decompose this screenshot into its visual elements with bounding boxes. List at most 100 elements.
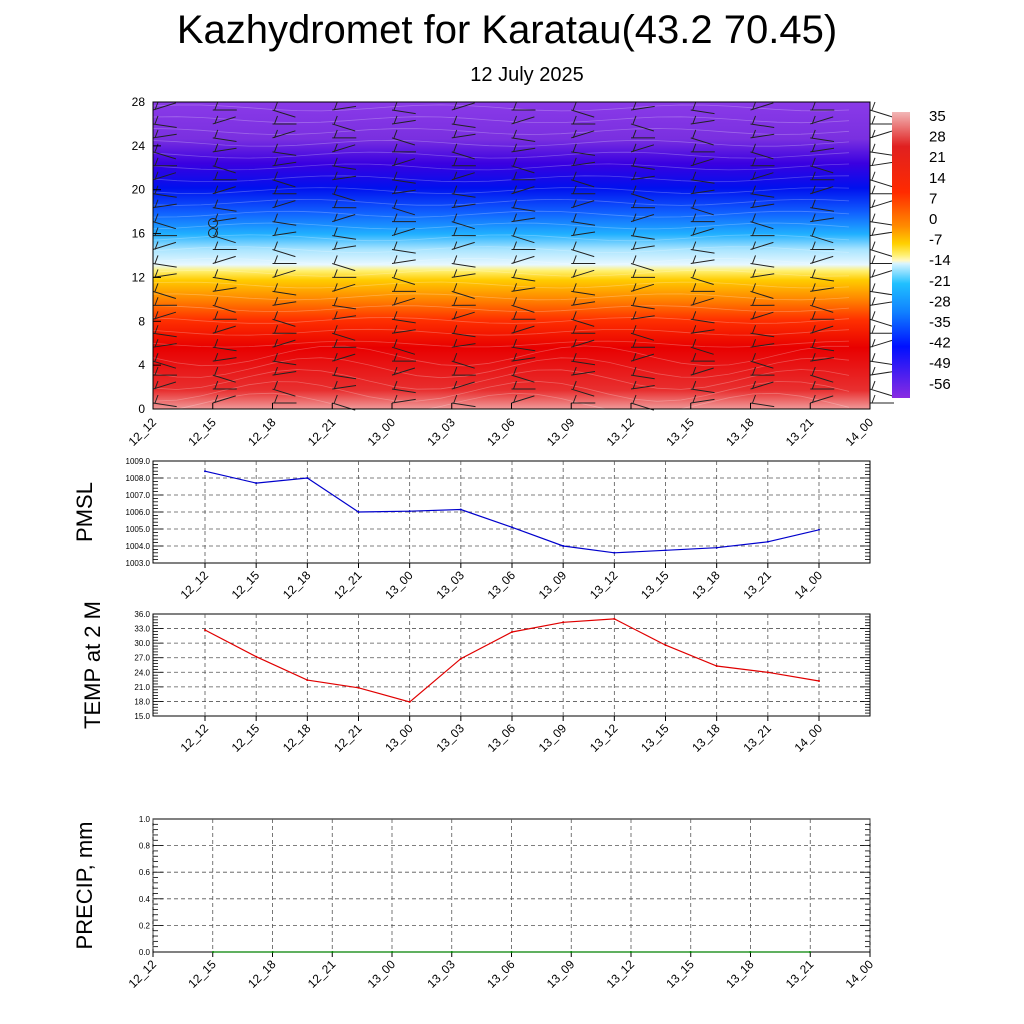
- heatmap-field: [153, 102, 870, 409]
- y-tick-label: 0.8: [139, 842, 151, 851]
- wind-barb-flag: [274, 311, 278, 320]
- wind-barb: [152, 123, 177, 128]
- wind-barb-flag: [692, 366, 697, 376]
- chart-subtitle: 12 July 2025: [470, 64, 584, 86]
- wind-barb-flag: [811, 366, 816, 376]
- colorbar-label: 7: [929, 190, 937, 207]
- wind-barb-flag: [811, 101, 816, 111]
- x-tick-label: 12_12: [178, 721, 212, 755]
- wind-barb: [272, 371, 297, 376]
- wind-barb-flag: [154, 241, 159, 250]
- wind-barb-flag: [513, 352, 517, 362]
- wind-barb: [571, 231, 596, 237]
- wind-barb: [511, 137, 536, 142]
- wind-barb-flag: [692, 143, 697, 153]
- wind-barb-flag: [214, 269, 219, 278]
- contour-line: [152, 357, 850, 379]
- wind-barb-flag: [513, 366, 517, 376]
- wind-barb: [511, 235, 535, 244]
- wind-barb-flag: [811, 157, 816, 166]
- wind-barb-flag: [572, 311, 577, 320]
- precip-point: [271, 951, 274, 953]
- wind-barb-flag: [871, 143, 876, 153]
- y-tick-label: 20: [132, 183, 146, 197]
- wind-barb: [690, 228, 714, 237]
- wind-barb: [511, 217, 536, 223]
- wind-barb: [630, 105, 655, 111]
- wind-barb-flag: [692, 325, 697, 334]
- wind-barb: [750, 172, 774, 181]
- wind-barb-flag: [214, 366, 219, 376]
- wind-barb: [391, 109, 416, 115]
- wind-barb-flag: [572, 255, 577, 264]
- wind-barb-flag: [692, 241, 697, 250]
- wind-barb: [810, 235, 834, 244]
- wind-barb-flag: [752, 227, 756, 236]
- wind-barb: [391, 158, 416, 167]
- wind-barb-flag: [692, 129, 697, 139]
- pmsl-point: [306, 477, 309, 479]
- wind-barb-flag: [393, 297, 398, 306]
- wind-barb: [810, 276, 835, 282]
- wind-barb-flag: [333, 269, 338, 278]
- wind-barb: [272, 130, 296, 139]
- wind-barb: [451, 123, 476, 128]
- wind-barb: [571, 301, 596, 306]
- wind-barb-flag: [572, 269, 577, 278]
- wind-barb: [152, 133, 177, 139]
- wind-barb-flag: [692, 380, 697, 390]
- wind-barb: [212, 137, 237, 142]
- x-tick-label: 13_15: [663, 957, 697, 991]
- wind-barb-flag: [572, 283, 577, 292]
- wind-barb-flag: [333, 311, 338, 320]
- wind-barb-flag: [572, 157, 577, 166]
- wind-barb-flag: [453, 129, 458, 139]
- wind-barb: [272, 109, 296, 118]
- pmsl-point: [357, 511, 360, 513]
- wind-barb-flag: [214, 101, 219, 111]
- wind-barb-flag: [154, 283, 159, 292]
- wind-barb-flag: [393, 380, 398, 390]
- wind-barb: [212, 235, 236, 244]
- wind-barb: [332, 332, 356, 341]
- wind-barb-flag: [572, 366, 577, 376]
- y-tick-label: 0: [138, 402, 145, 416]
- wind-barb: [810, 346, 835, 352]
- wind-barb: [272, 388, 296, 397]
- x-tick-label: 13_09: [536, 721, 570, 755]
- contour-line: [152, 317, 850, 324]
- temp-2m-point: [255, 655, 258, 658]
- wind-barb: [869, 249, 894, 258]
- x-tick-label: 13_12: [604, 957, 638, 991]
- pmsl-point: [818, 528, 820, 531]
- pmsl-point: [255, 482, 258, 485]
- wind-barb: [451, 332, 476, 338]
- wind-barb: [332, 123, 356, 132]
- y-tick-label: 1004.0: [126, 542, 151, 551]
- x-tick-label: 12_21: [331, 568, 365, 602]
- x-tick-label: 13_12: [604, 415, 638, 449]
- contour-line: [152, 151, 850, 159]
- wind-barb-flag: [154, 213, 159, 222]
- wind-barb-flag: [632, 325, 637, 334]
- x-tick-label: 13_15: [638, 568, 672, 602]
- wind-barb: [511, 395, 535, 404]
- wind-barb: [571, 151, 596, 156]
- wind-barb: [750, 311, 774, 320]
- wind-barb: [332, 235, 357, 240]
- wind-barb-flag: [333, 366, 338, 376]
- wind-barb: [571, 269, 595, 278]
- wind-barb-flag: [513, 394, 517, 404]
- wind-barb: [391, 189, 416, 195]
- wind-barb: [272, 301, 297, 306]
- wind-barb-flag: [752, 325, 756, 334]
- wind-barb-flag: [572, 171, 577, 180]
- x-tick-label: 13_18: [723, 957, 757, 991]
- wind-barb-flag: [453, 255, 458, 264]
- wind-barb-flag: [752, 380, 756, 390]
- x-tick-label: 13_03: [424, 415, 458, 449]
- x-tick-label: 13_09: [536, 568, 570, 602]
- wind-barb-flag: [752, 129, 756, 139]
- wind-barb: [272, 360, 297, 366]
- y-tick-label: 1006.0: [126, 508, 151, 517]
